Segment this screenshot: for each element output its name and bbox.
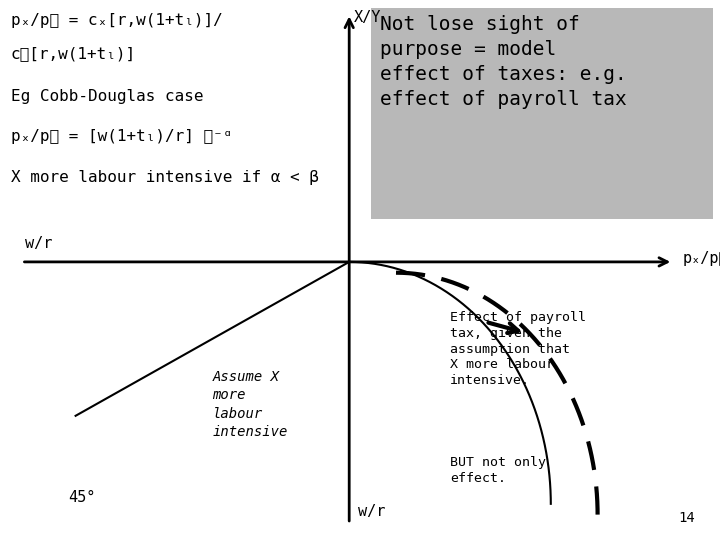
Text: Effect of payroll
tax, given the
assumption that
X more labour
intensive.: Effect of payroll tax, given the assumpt… xyxy=(450,310,586,388)
Text: w/r: w/r xyxy=(25,236,53,251)
Text: pₓ/pᵧ = cₓ[r,w(1+tₗ)]/: pₓ/pᵧ = cₓ[r,w(1+tₗ)]/ xyxy=(11,14,222,29)
Text: BUT not only
effect.: BUT not only effect. xyxy=(450,456,546,485)
Text: pₓ/pᵧ: pₓ/pᵧ xyxy=(683,251,720,266)
Text: Eg Cobb-Douglas case: Eg Cobb-Douglas case xyxy=(11,89,203,104)
Text: w/r: w/r xyxy=(358,504,385,519)
FancyBboxPatch shape xyxy=(371,8,713,219)
Text: 14: 14 xyxy=(678,511,695,525)
Text: 45°: 45° xyxy=(68,490,96,505)
Text: cᵧ[r,w(1+tₗ)]: cᵧ[r,w(1+tₗ)] xyxy=(11,46,136,61)
Text: X/Y: X/Y xyxy=(354,10,382,25)
Text: Assume X
more
labour
intensive: Assume X more labour intensive xyxy=(212,370,288,439)
Text: pₓ/pᵧ = [w(1+tₗ)/r] ᵝ⁻ᵅ: pₓ/pᵧ = [w(1+tₗ)/r] ᵝ⁻ᵅ xyxy=(11,129,232,144)
Text: X more labour intensive if α < β: X more labour intensive if α < β xyxy=(11,170,319,185)
Text: Not lose sight of
purpose = model
effect of taxes: e.g.
effect of payroll tax: Not lose sight of purpose = model effect… xyxy=(380,15,627,109)
